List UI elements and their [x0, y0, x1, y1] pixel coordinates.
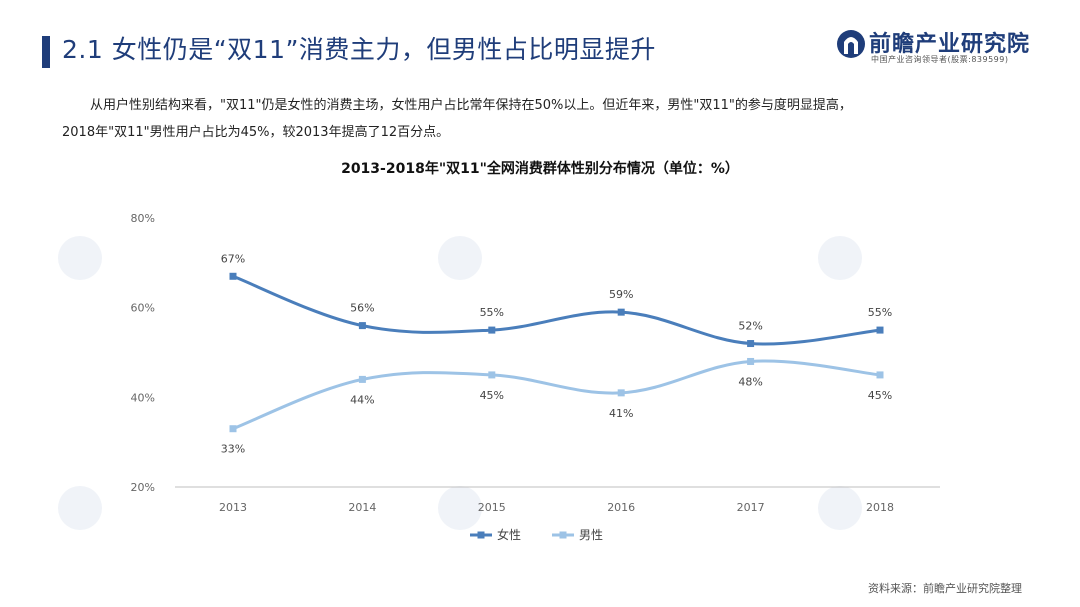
- data-label: 45%: [868, 389, 892, 402]
- data-point: [876, 371, 884, 379]
- data-label: 67%: [221, 252, 245, 265]
- data-label: 33%: [221, 443, 245, 456]
- data-label: 48%: [738, 375, 762, 388]
- data-point: [358, 375, 366, 383]
- data-point: [358, 322, 366, 330]
- data-label: 45%: [480, 389, 504, 402]
- chart-title: 2013-2018年"双11"全网消费群体性别分布情况（单位：%）: [341, 161, 739, 177]
- x-tick-label: 2018: [866, 501, 894, 514]
- data-point: [229, 425, 237, 433]
- legend-label: 男性: [579, 528, 603, 542]
- data-point: [488, 371, 496, 379]
- logo-name: 前瞻产业研究院: [869, 32, 1031, 57]
- data-label: 59%: [609, 288, 633, 301]
- data-point: [747, 340, 755, 348]
- series-line-female: [232, 274, 881, 346]
- data-label: 44%: [350, 393, 374, 406]
- x-tick-label: 2013: [219, 501, 247, 514]
- y-tick-label: 40%: [131, 391, 155, 404]
- series-line-male: [232, 359, 881, 431]
- data-label: 52%: [738, 320, 762, 333]
- data-label: 55%: [480, 306, 504, 319]
- intro-paragraph: 从用户性别结构来看，"双11"仍是女性的消费主场，女性用户占比常年保持在50%以…: [62, 92, 1042, 146]
- y-tick-label: 60%: [131, 302, 155, 315]
- source-note: 资料来源：前瞻产业研究院整理: [868, 582, 1022, 595]
- x-tick-label: 2015: [478, 501, 506, 514]
- intro-line-1: 从用户性别结构来看，"双11"仍是女性的消费主场，女性用户占比常年保持在50%以…: [90, 98, 852, 113]
- slide-title: 2.1 女性仍是“双11”消费主力，但男性占比明显提升: [62, 35, 656, 64]
- logo-subtitle: 中国产业咨询领导者(股票:839599): [871, 55, 1009, 64]
- legend-marker: [477, 531, 485, 539]
- data-point: [617, 389, 625, 397]
- data-label: 55%: [868, 306, 892, 319]
- data-label: 56%: [350, 302, 374, 315]
- data-point: [617, 308, 625, 316]
- x-tick-label: 2017: [737, 501, 765, 514]
- data-label: 41%: [609, 407, 633, 420]
- title-accent-bar: [42, 36, 50, 68]
- legend-label: 女性: [497, 527, 521, 542]
- x-tick-label: 2014: [348, 501, 376, 514]
- legend-marker: [559, 531, 567, 539]
- intro-line-2: 2018年"双11"男性用户占比为45%，较2013年提高了12百分点。: [62, 125, 450, 140]
- data-point: [488, 326, 496, 334]
- y-tick-label: 20%: [131, 481, 155, 494]
- data-point: [747, 357, 755, 365]
- data-point: [229, 272, 237, 280]
- logo-mark-icon: [837, 30, 865, 58]
- brand-logo: 前瞻产业研究院 中国产业咨询领导者(股票:839599): [835, 24, 1040, 72]
- data-point: [876, 326, 884, 334]
- x-tick-label: 2016: [607, 501, 635, 514]
- y-tick-label: 80%: [131, 212, 155, 225]
